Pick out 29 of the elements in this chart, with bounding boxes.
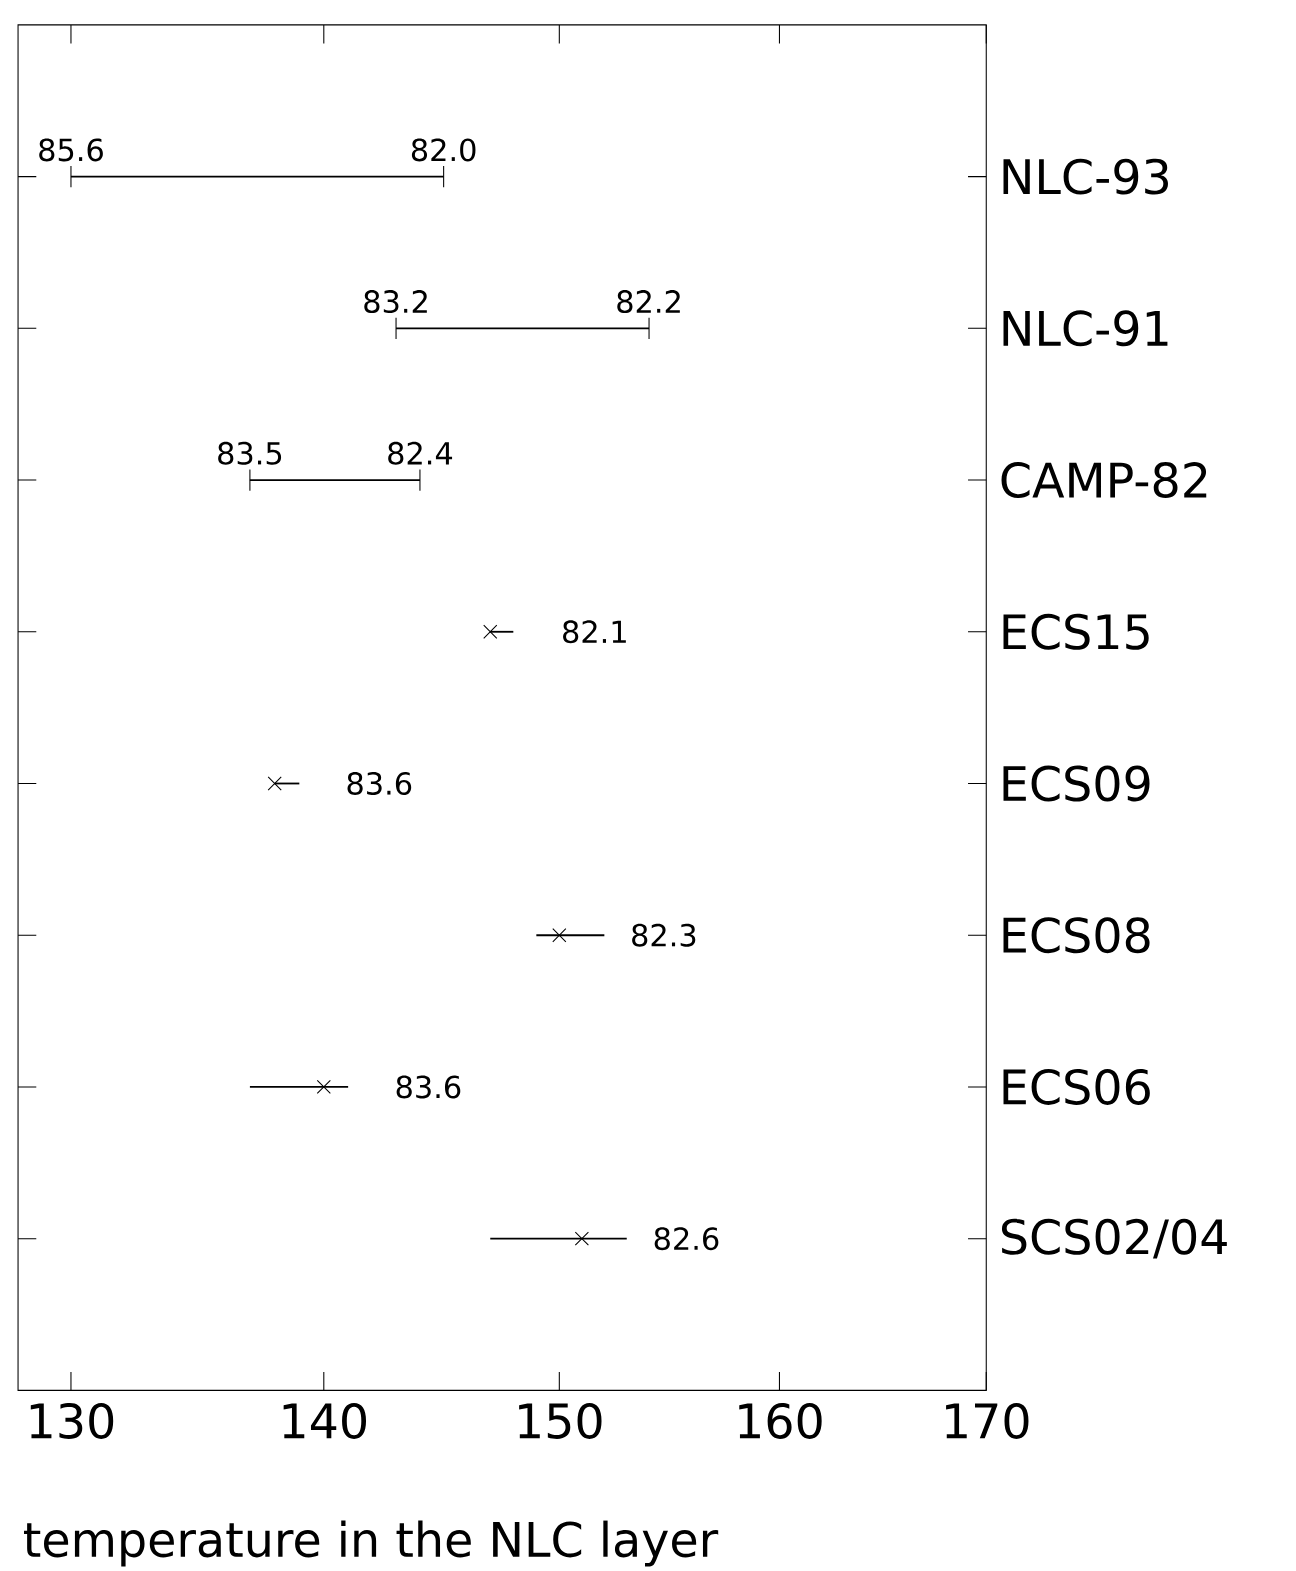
y-tick-label: ECS15 bbox=[1003, 613, 1149, 650]
point bbox=[552, 928, 567, 943]
point bbox=[316, 1079, 331, 1095]
point bbox=[574, 1231, 589, 1246]
x-tick-label: 140 bbox=[283, 1402, 366, 1439]
y-tick-label: NLC-93 bbox=[1003, 158, 1168, 195]
annotation: 82.1 bbox=[562, 620, 626, 644]
y-tick-label: SCS02/04 bbox=[1001, 1218, 1227, 1259]
annotation: 82.6 bbox=[654, 1227, 719, 1251]
x-tick-label: 170 bbox=[945, 1402, 1029, 1439]
annotation: 82.2 bbox=[617, 290, 680, 314]
annotation: 82.3 bbox=[632, 923, 696, 947]
y-tick-label: ECS06 bbox=[1003, 1068, 1150, 1105]
y-tick-label: ECS08 bbox=[1003, 917, 1150, 954]
annotation: 82.0 bbox=[411, 138, 476, 162]
x-tick-label: 150 bbox=[519, 1402, 602, 1439]
x-tick-label: 130 bbox=[30, 1402, 114, 1439]
annotation: 85.6 bbox=[39, 138, 103, 162]
x-tick-label: 160 bbox=[739, 1402, 822, 1439]
annotation: 83.6 bbox=[396, 1075, 461, 1099]
y-tick-label: NLC-91 bbox=[1003, 310, 1168, 347]
y-tick-label: ECS09 bbox=[1003, 765, 1150, 802]
annotation: 82.4 bbox=[388, 441, 452, 465]
point bbox=[267, 776, 282, 791]
annotation: 83.2 bbox=[364, 290, 427, 314]
x-axis-title: temperature in the NLC layer bbox=[23, 1520, 719, 1567]
annotation: 83.5 bbox=[218, 441, 281, 465]
annotation: 83.6 bbox=[347, 772, 412, 795]
y-tick-label: CAMP-82 bbox=[1001, 462, 1207, 499]
